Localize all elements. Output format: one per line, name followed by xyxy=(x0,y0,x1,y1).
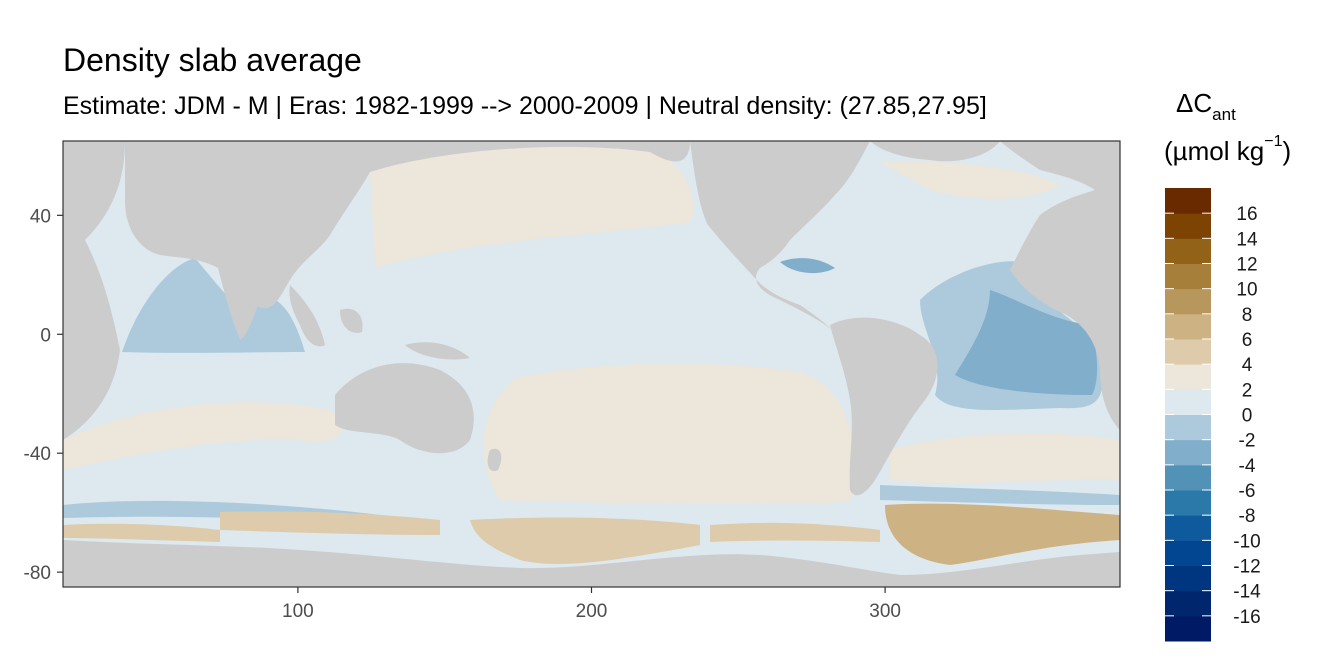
legend-title-subscript: ant xyxy=(1212,105,1236,124)
legend-unit-prefix: (µmol kg xyxy=(1164,136,1265,166)
land-new-guinea xyxy=(405,342,470,360)
field-south-atlantic xyxy=(890,433,1120,484)
legend-label: -14 xyxy=(1233,582,1261,603)
x-axis: 100 200 300 xyxy=(282,587,901,622)
field-ross xyxy=(63,523,220,542)
x-tick-label: 100 xyxy=(282,601,314,622)
legend-swatch xyxy=(1165,188,1211,214)
land-north-america xyxy=(690,141,870,330)
field-north-pacific xyxy=(370,146,694,268)
legend-unit-suffix: ) xyxy=(1282,136,1292,166)
land-southeast-asia xyxy=(289,285,325,347)
legend-label: -16 xyxy=(1233,607,1260,628)
legend-swatch xyxy=(1165,590,1211,617)
legend-swatch xyxy=(1165,615,1211,642)
legend-swatch xyxy=(1165,213,1211,239)
legend-unit: (µmol kg−1) xyxy=(1164,133,1292,167)
legend-label: -12 xyxy=(1233,557,1260,578)
legend-swatch xyxy=(1165,565,1211,592)
field-south-pacific xyxy=(483,363,854,505)
field-weddell xyxy=(885,503,1120,565)
legend-swatch xyxy=(1165,339,1211,365)
y-tick-label: 0 xyxy=(40,325,51,346)
field-southern-drake xyxy=(880,485,1120,505)
legend-swatch xyxy=(1165,263,1211,290)
land-borneo xyxy=(340,308,363,333)
legend-swatch xyxy=(1165,238,1211,264)
legend-label: -2 xyxy=(1239,431,1256,452)
field-antarctic-margin-2 xyxy=(470,517,700,565)
land-antarctica xyxy=(63,540,1120,587)
x-tick-label: 200 xyxy=(576,601,608,622)
legend-label: -10 xyxy=(1233,531,1260,552)
y-tick-label: -40 xyxy=(24,444,51,465)
legend-swatch xyxy=(1165,490,1211,516)
legend-label: 0 xyxy=(1242,406,1253,427)
chart-subtitle: Estimate: JDM - M | Eras: 1982-1999 --> … xyxy=(63,92,987,120)
legend-swatch xyxy=(1165,540,1211,566)
legend-label: 6 xyxy=(1242,330,1253,351)
legend-title-symbol: ΔC xyxy=(1176,88,1213,118)
land-south-america xyxy=(830,317,938,496)
land-masses xyxy=(63,141,1120,587)
land-india xyxy=(218,268,260,340)
field-antarctic-margin-1 xyxy=(220,511,440,535)
land-greenland xyxy=(870,141,1000,162)
legend-label: 16 xyxy=(1236,204,1257,225)
land-eurasia xyxy=(125,141,690,309)
legend-label: -4 xyxy=(1239,456,1256,477)
legend-swatch xyxy=(1165,439,1211,466)
legend-title: ΔCant xyxy=(1176,88,1236,124)
field-north-atlantic xyxy=(880,161,1060,199)
field-amundsen xyxy=(710,522,880,542)
field-south-indian xyxy=(63,402,343,470)
legend-swatch xyxy=(1165,313,1211,340)
y-axis: 40 0 -40 -80 xyxy=(24,206,63,584)
chart-title: Density slab average xyxy=(63,42,362,78)
legend-swatch xyxy=(1165,364,1211,390)
legend-label: -8 xyxy=(1239,506,1256,527)
field-caribbean-negative xyxy=(780,258,835,274)
legend-label: 12 xyxy=(1236,255,1257,276)
land-new-zealand xyxy=(487,448,502,472)
map-panel xyxy=(62,140,1121,588)
map-fields xyxy=(63,141,1120,587)
legend-swatch xyxy=(1165,288,1211,315)
legend-label: 10 xyxy=(1236,280,1257,301)
y-tick-label: -80 xyxy=(24,563,51,584)
y-tick-label: 40 xyxy=(30,206,51,227)
land-australia xyxy=(335,363,474,454)
legend-swatch xyxy=(1165,464,1211,491)
legend-label: 14 xyxy=(1236,229,1258,250)
legend-unit-exponent: −1 xyxy=(1264,133,1283,150)
legend-swatch xyxy=(1165,389,1211,415)
legend-label: 4 xyxy=(1242,355,1253,376)
land-europe-africa xyxy=(1000,141,1120,430)
field-atlantic-strong-negative xyxy=(955,290,1098,395)
color-legend: 16 14 12 10 8 6 4 2 0 -2 -4 -6 -8 -10 -12 -14 -16 xyxy=(1165,188,1261,642)
land-africa-left xyxy=(63,141,125,440)
legend-swatch xyxy=(1165,414,1211,441)
legend-label: 2 xyxy=(1242,380,1253,401)
legend-label: -6 xyxy=(1239,481,1256,502)
legend-label: 8 xyxy=(1242,305,1253,326)
legend-swatch xyxy=(1165,515,1211,541)
x-tick-label: 300 xyxy=(869,601,901,622)
field-indian-negative xyxy=(122,258,305,353)
